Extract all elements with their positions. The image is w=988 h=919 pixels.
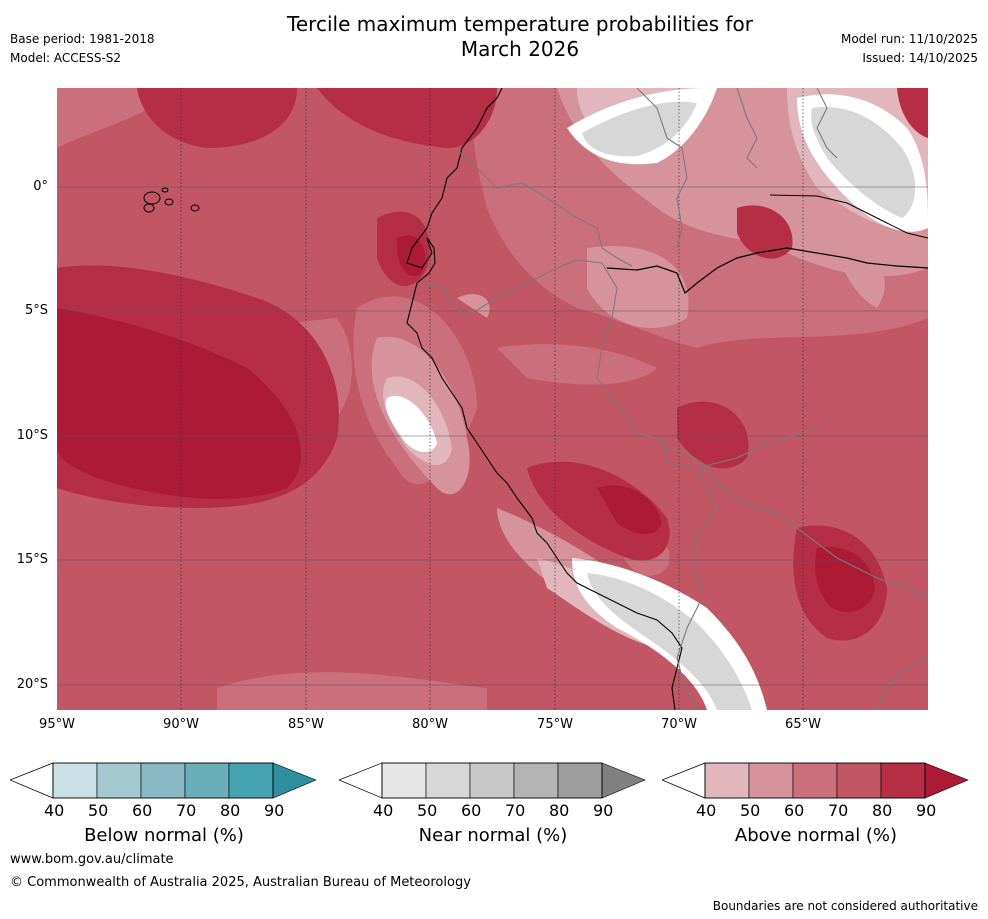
lon-label-70w: 70°W xyxy=(661,717,697,732)
disclaimer: Boundaries are not considered authoritat… xyxy=(712,899,978,913)
model-name: Model: ACCESS-S2 xyxy=(10,51,122,65)
colorbar-near-cell-70-80 xyxy=(513,762,559,799)
probability-map xyxy=(57,88,928,710)
colorbar-below xyxy=(8,762,318,800)
colorbar-above-cell-40-50 xyxy=(704,762,750,799)
colorbar-above xyxy=(660,762,970,800)
near-normal-region xyxy=(582,101,916,710)
map-title: Tercile maximum temperature probabilitie… xyxy=(0,12,988,62)
colorbar-near-label: Near normal (%) xyxy=(418,825,568,846)
lon-label-80w: 80°W xyxy=(412,717,448,732)
colorbar-above-cell-80-90 xyxy=(880,762,926,799)
colorbar-above-tick-0: 40 xyxy=(696,801,717,820)
colorbar-above-label: Above normal (%) xyxy=(734,825,898,846)
lon-label-75w: 75°W xyxy=(537,717,573,732)
colorbar-below-tick-4: 80 xyxy=(220,801,241,820)
colorbar-near-tick-0: 40 xyxy=(373,801,394,820)
colorbar-below-cell-80-90 xyxy=(228,762,274,799)
country-borders xyxy=(421,88,928,710)
colorbar-near-tick-1: 50 xyxy=(417,801,438,820)
meta-left: Base period: 1981-2018 Model: ACCESS-S2 xyxy=(10,30,155,68)
colorbar-above-cell-50-60 xyxy=(748,762,794,799)
meta-right: Model run: 11/10/2025 Issued: 14/10/2025 xyxy=(841,30,978,68)
colorbar-above-tick-3: 70 xyxy=(828,801,849,820)
colorbar-near-cell-40-50 xyxy=(381,762,427,799)
colorbar-above-cell-70-80 xyxy=(836,762,882,799)
colorbar-near-tick-2: 60 xyxy=(461,801,482,820)
colorbar-below-bar xyxy=(8,762,317,799)
colorbar-near xyxy=(337,762,647,800)
website-link[interactable]: www.bom.gov.au/climate xyxy=(10,852,174,867)
model-run: Model run: 11/10/2025 xyxy=(840,32,978,46)
river-amazon xyxy=(606,247,928,294)
copyright: © Commonwealth of Australia 2025, Austra… xyxy=(10,875,471,890)
colorbar-above-tick-2: 60 xyxy=(784,801,805,820)
lat-label-5s: 5°S xyxy=(24,303,48,318)
coast-northeast xyxy=(769,194,928,239)
colorbar-below-cell-60-70 xyxy=(140,762,186,799)
colorbar-above-extend-low xyxy=(660,762,706,799)
lon-label-65w: 65°W xyxy=(785,717,821,732)
galapagos-islands xyxy=(143,187,200,213)
colorbar-below-tick-5: 90 xyxy=(264,801,285,820)
lon-gridlines xyxy=(180,88,804,710)
colorbar-above-cell-60-70 xyxy=(792,762,838,799)
lon-label-85w: 85°W xyxy=(288,717,324,732)
base-period: Base period: 1981-2018 xyxy=(10,32,155,46)
contour-60-70 xyxy=(57,88,928,710)
coastline xyxy=(406,88,683,710)
title-line-1: Tercile maximum temperature probabilitie… xyxy=(287,12,753,36)
colorbar-below-extend-high xyxy=(272,762,317,799)
lat-gridlines xyxy=(57,186,928,686)
colorbar-near-extend-high xyxy=(601,762,646,799)
colorbar-below-tick-1: 50 xyxy=(88,801,109,820)
lat-label-0: 0° xyxy=(33,179,48,194)
lat-label-15s: 15°S xyxy=(16,552,48,567)
colorbar-near-tick-3: 70 xyxy=(505,801,526,820)
colorbar-above-extend-high xyxy=(924,762,969,799)
colorbar-near-tick-4: 80 xyxy=(549,801,570,820)
colorbar-near-extend-low xyxy=(337,762,383,799)
lat-label-10s: 10°S xyxy=(16,428,48,443)
colorbar-above-bar xyxy=(660,762,969,799)
colorbar-near-cell-80-90 xyxy=(557,762,603,799)
colorbar-near-bar xyxy=(337,762,646,799)
title-line-2: March 2026 xyxy=(460,37,580,61)
colorbar-below-tick-0: 40 xyxy=(44,801,65,820)
colorbar-near-tick-5: 90 xyxy=(593,801,614,820)
contour-90-plus xyxy=(57,235,875,612)
colorbar-above-tick-1: 50 xyxy=(740,801,761,820)
colorbar-above-tick-5: 90 xyxy=(916,801,937,820)
colorbar-above-tick-4: 80 xyxy=(872,801,893,820)
colorbar-below-extend-low xyxy=(8,762,54,799)
lon-label-95w: 95°W xyxy=(39,717,75,732)
colorbar-below-label: Below normal (%) xyxy=(84,825,244,846)
issued-date: Issued: 14/10/2025 xyxy=(862,51,978,65)
colorbar-below-cell-40-50 xyxy=(52,762,98,799)
colorbar-near-cell-50-60 xyxy=(425,762,471,799)
colorbar-below-cell-70-80 xyxy=(184,762,230,799)
colorbar-near-cell-60-70 xyxy=(469,762,515,799)
colorbar-below-tick-2: 60 xyxy=(132,801,153,820)
lat-label-20s: 20°S xyxy=(16,677,48,692)
lon-label-90w: 90°W xyxy=(163,717,199,732)
colorbar-below-cell-50-60 xyxy=(96,762,142,799)
colorbar-below-tick-3: 70 xyxy=(176,801,197,820)
